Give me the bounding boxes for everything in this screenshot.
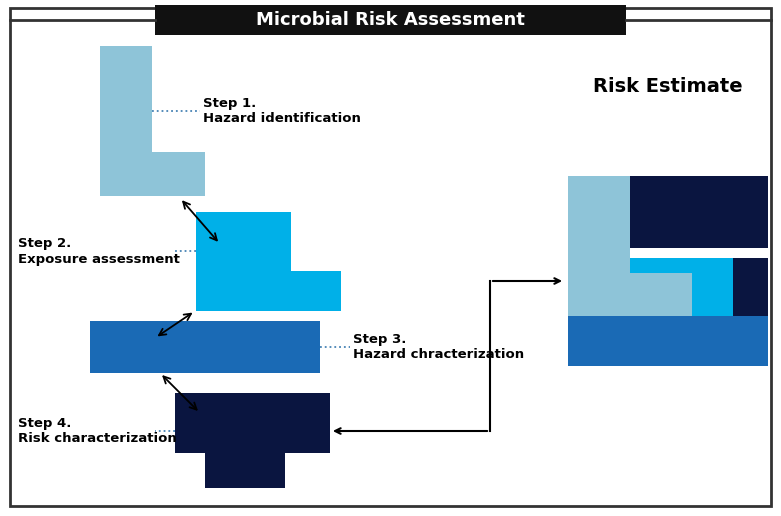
Text: Exposure assessment: Exposure assessment <box>18 252 180 266</box>
Bar <box>196 271 341 311</box>
Bar <box>630 176 768 248</box>
Bar <box>568 176 630 316</box>
Text: Step 2.: Step 2. <box>18 237 71 250</box>
Text: Step 3.: Step 3. <box>353 332 406 346</box>
Text: Step 4.: Step 4. <box>18 416 71 429</box>
Bar <box>100 152 205 196</box>
Bar <box>90 321 320 373</box>
Text: Step 1.: Step 1. <box>203 96 256 109</box>
Text: Microbial Risk Assessment: Microbial Risk Assessment <box>255 11 524 29</box>
Bar <box>630 258 733 316</box>
Bar <box>100 46 152 156</box>
Text: Risk Estimate: Risk Estimate <box>594 76 743 95</box>
Text: Risk characterization: Risk characterization <box>18 431 177 444</box>
Bar <box>196 212 291 274</box>
Bar <box>175 393 330 453</box>
Bar <box>568 316 768 366</box>
Bar <box>155 5 626 35</box>
Text: Hazard chracterization: Hazard chracterization <box>353 347 524 361</box>
Bar <box>733 258 768 316</box>
Bar <box>205 450 285 488</box>
Bar <box>630 273 692 316</box>
Text: Hazard identification: Hazard identification <box>203 111 361 124</box>
